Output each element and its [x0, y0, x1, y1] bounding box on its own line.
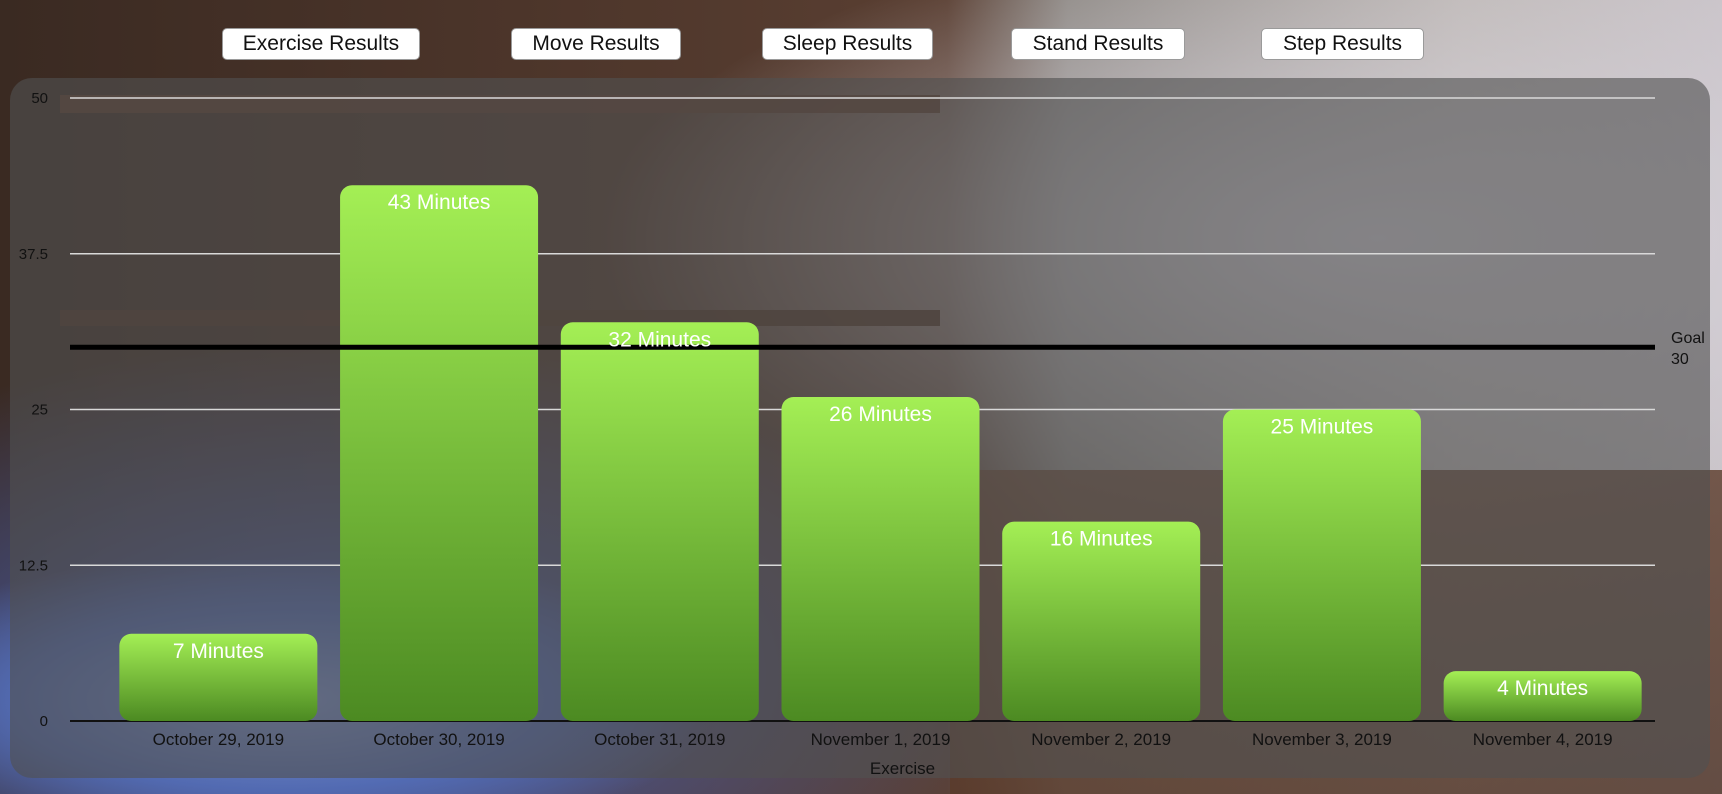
- y-tick-label: 50: [31, 90, 48, 107]
- bar: [781, 397, 980, 721]
- bar: [119, 633, 318, 721]
- x-tick-label: November 2, 2019: [1031, 730, 1171, 749]
- x-tick-label: November 1, 2019: [811, 730, 951, 749]
- step-results-button[interactable]: Step Results: [1261, 28, 1424, 60]
- bar: [1222, 409, 1421, 721]
- bar: [1443, 671, 1642, 721]
- bar: [1002, 521, 1201, 721]
- bar-data-label: 26 Minutes: [829, 403, 932, 426]
- move-results-button[interactable]: Move Results: [511, 28, 681, 60]
- bar: [560, 322, 759, 721]
- sleep-results-button[interactable]: Sleep Results: [762, 28, 933, 60]
- y-tick-label: 12.5: [19, 557, 48, 574]
- bar: [340, 185, 539, 722]
- x-tick-label: November 3, 2019: [1252, 730, 1392, 749]
- bar-data-label: 4 Minutes: [1497, 677, 1588, 700]
- bar-data-label: 7 Minutes: [173, 640, 264, 663]
- y-tick-label: 0: [40, 713, 48, 730]
- y-tick-label: 37.5: [19, 246, 48, 263]
- goal-label: Goal: [1671, 330, 1705, 347]
- exercise-results-button[interactable]: Exercise Results: [222, 28, 420, 60]
- x-tick-label: November 4, 2019: [1473, 730, 1613, 749]
- bar-data-label: 16 Minutes: [1050, 528, 1153, 551]
- bar-data-label: 43 Minutes: [388, 191, 491, 214]
- goal-value-label: 30: [1671, 351, 1689, 368]
- x-axis-title: Exercise: [870, 759, 935, 778]
- x-tick-label: October 30, 2019: [373, 730, 504, 749]
- bar-data-label: 32 Minutes: [608, 328, 711, 351]
- x-tick-label: October 31, 2019: [594, 730, 725, 749]
- stand-results-button[interactable]: Stand Results: [1011, 28, 1185, 60]
- bar-data-label: 25 Minutes: [1271, 416, 1374, 439]
- x-tick-label: October 29, 2019: [153, 730, 284, 749]
- y-tick-label: 25: [31, 402, 48, 419]
